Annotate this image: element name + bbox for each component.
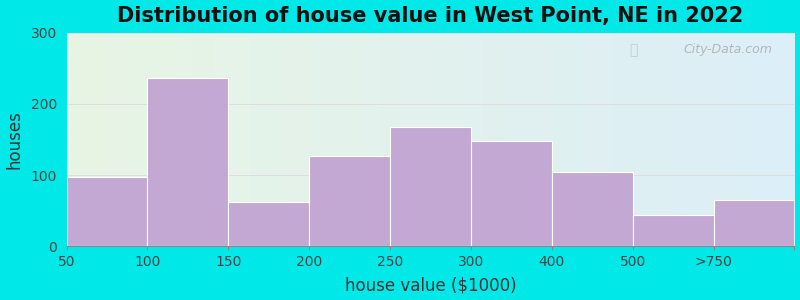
- Bar: [228, 202, 310, 247]
- Y-axis label: houses: houses: [6, 110, 23, 169]
- Bar: [66, 177, 147, 247]
- Bar: [633, 215, 714, 247]
- Bar: [552, 172, 633, 247]
- X-axis label: house value ($1000): house value ($1000): [345, 276, 516, 294]
- Text: Ⓠ: Ⓠ: [630, 44, 638, 57]
- Bar: [310, 156, 390, 247]
- Bar: [471, 141, 552, 247]
- Bar: [147, 78, 228, 247]
- Bar: [714, 200, 794, 247]
- Bar: [390, 127, 471, 247]
- Title: Distribution of house value in West Point, NE in 2022: Distribution of house value in West Poin…: [118, 6, 744, 26]
- Text: City-Data.com: City-Data.com: [684, 44, 773, 56]
